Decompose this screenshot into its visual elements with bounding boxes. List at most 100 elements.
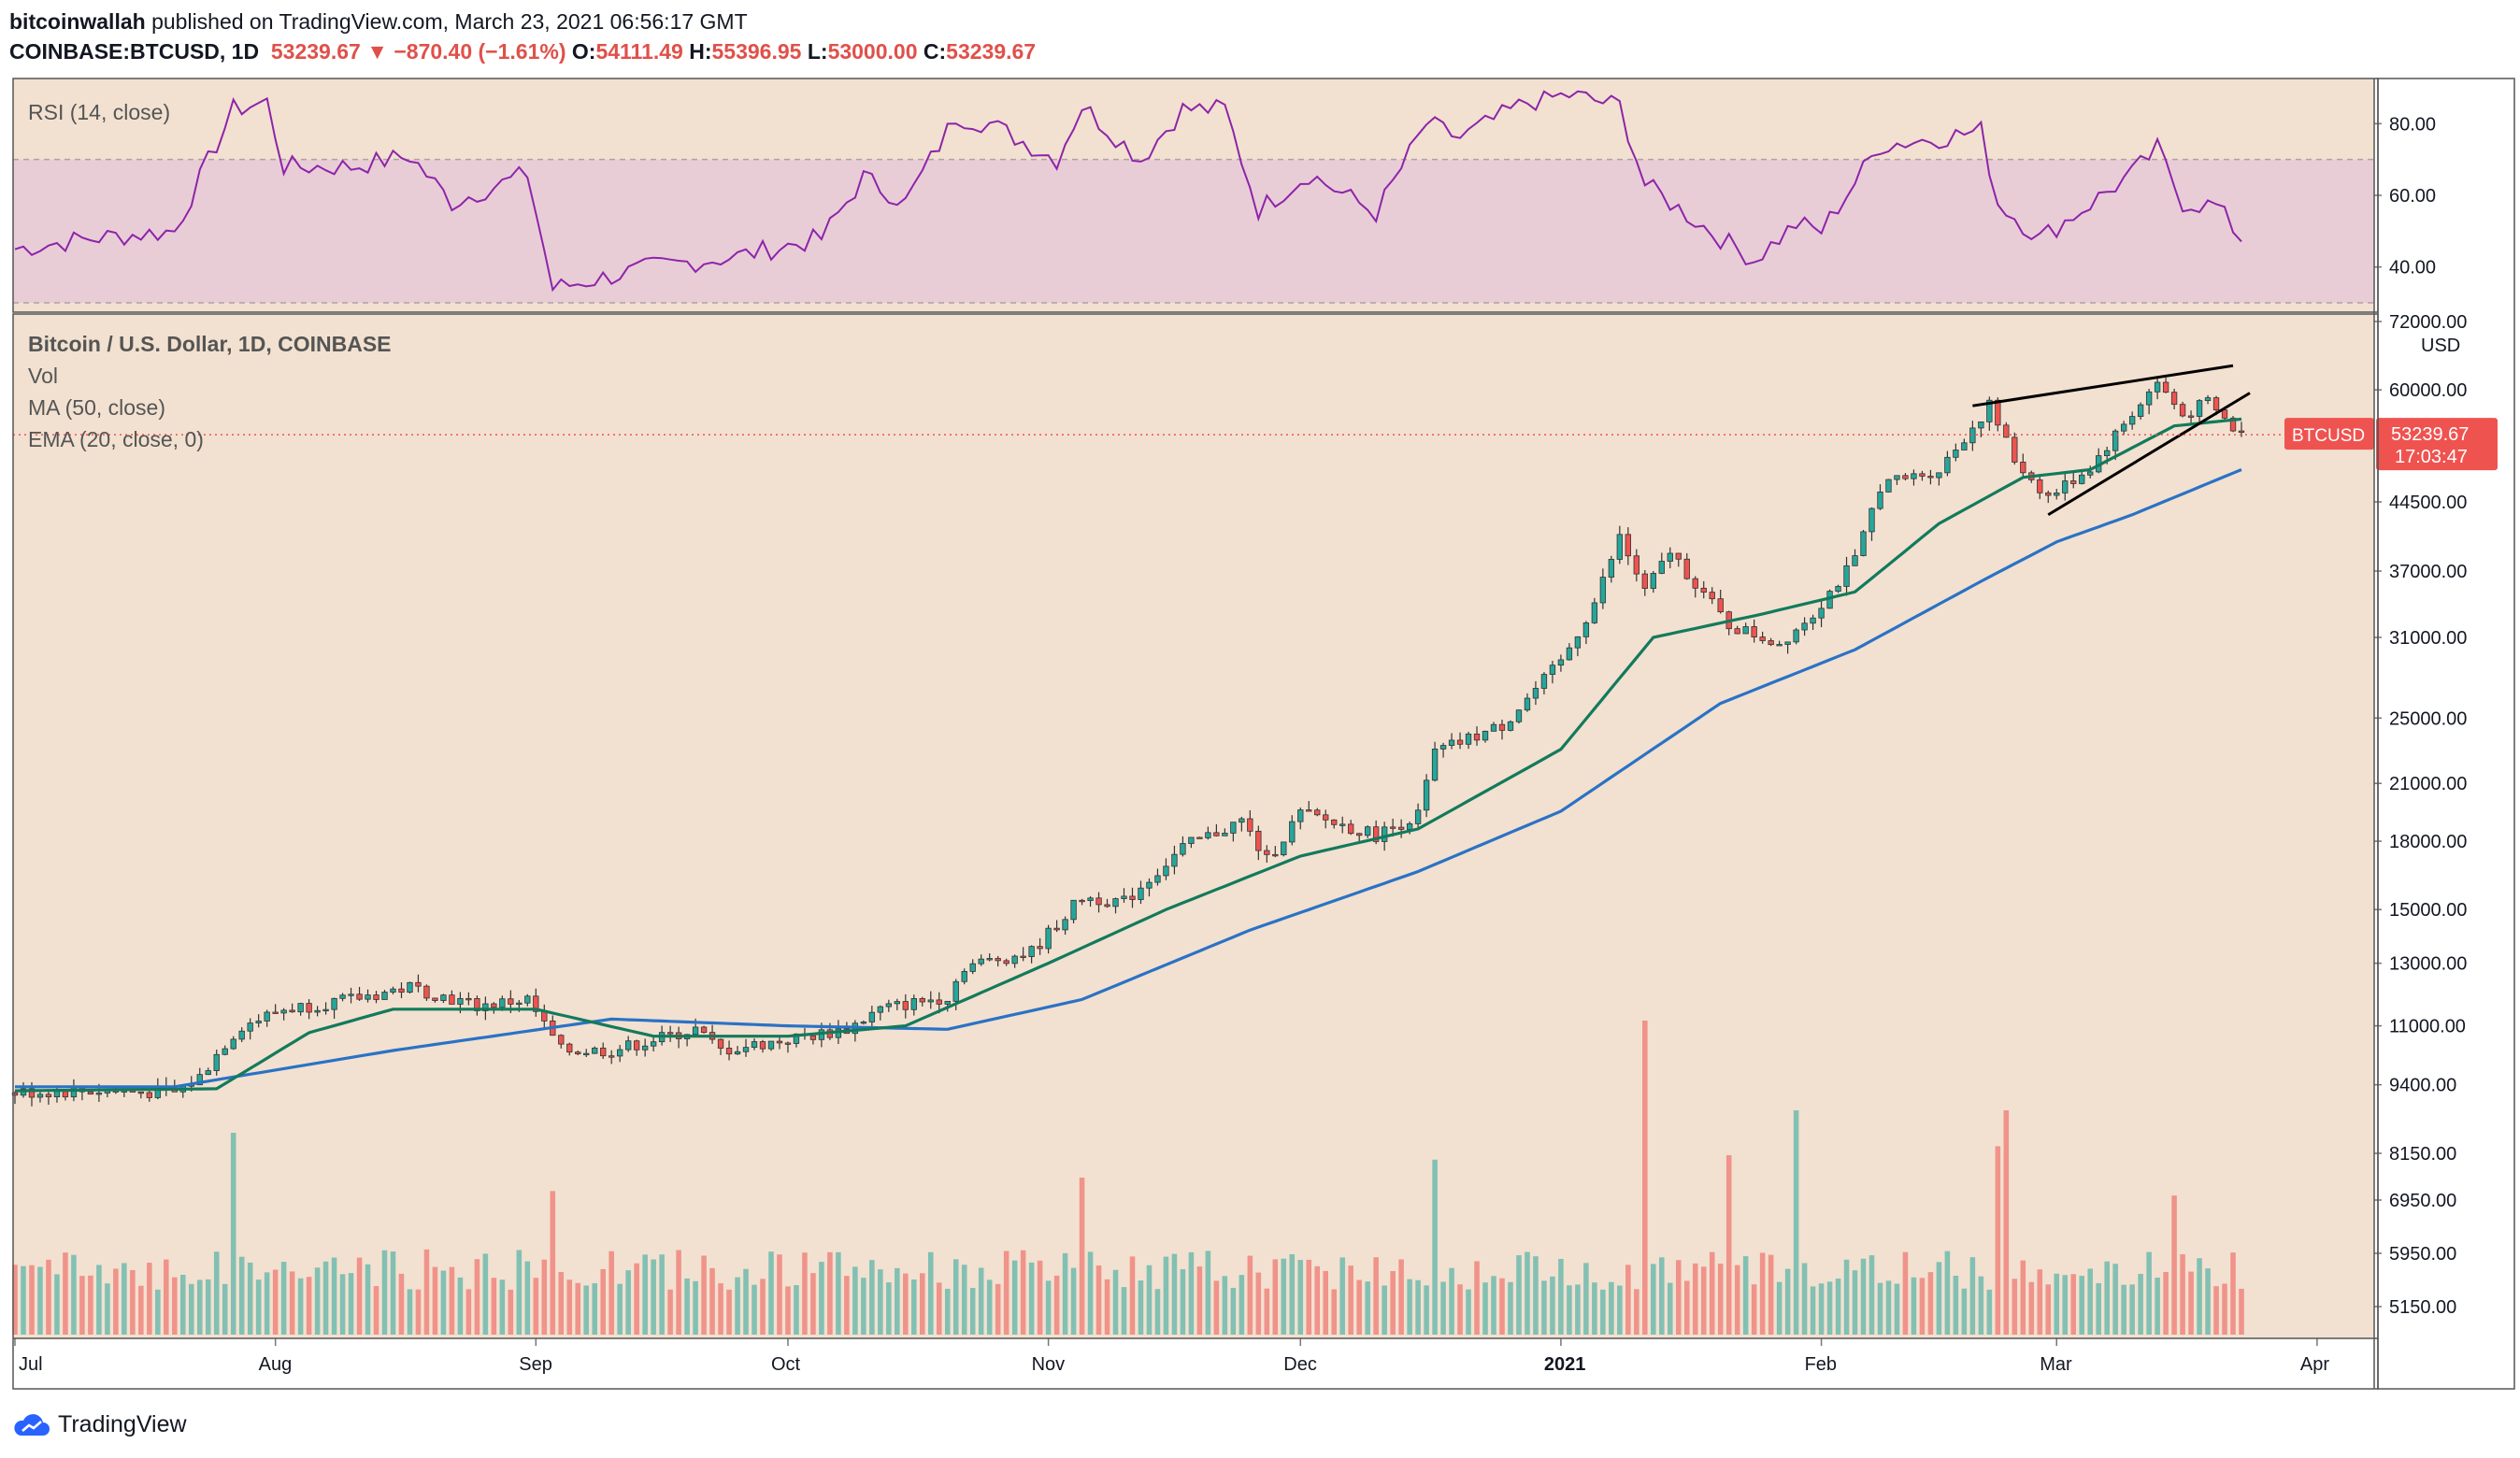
candle-body [2104, 450, 2111, 456]
volume-bar [726, 1289, 732, 1335]
volume-bar [1683, 1280, 1690, 1335]
candle-body [1532, 688, 1539, 699]
price-tick-label: 21000.00 [2389, 774, 2467, 794]
candle-body [457, 997, 464, 1005]
candle-body [1986, 399, 1993, 422]
volume-bar [272, 1269, 279, 1335]
volume-bar [1104, 1279, 1110, 1335]
candle-body [1011, 955, 1018, 965]
volume-bar [1348, 1265, 1353, 1335]
candle-body [1213, 832, 1220, 836]
lower-trendline[interactable] [2047, 392, 2251, 517]
volume-bar [255, 1279, 262, 1335]
volume-bar [2146, 1251, 2152, 1335]
volume-bar [1801, 1263, 1808, 1335]
candle-body [592, 1047, 598, 1054]
candle-body [1314, 809, 1321, 816]
volume-bar [1255, 1272, 1262, 1335]
volume-bar [113, 1268, 119, 1335]
candle-body [1306, 809, 1312, 812]
volume-bar [331, 1257, 337, 1335]
volume-bar [1491, 1276, 1496, 1335]
candle-body [877, 1006, 884, 1013]
candle-body [1658, 561, 1665, 574]
tradingview-logo[interactable]: TradingView [13, 1411, 187, 1438]
volume-bar [533, 1278, 539, 1335]
volume-bar [1583, 1263, 1589, 1335]
volume-bar [1625, 1265, 1631, 1335]
rsi-tick-label: 40.00 [2389, 258, 2436, 279]
volume-bar [2163, 1271, 2169, 1335]
candle-body [952, 980, 959, 1002]
volume-bar [903, 1273, 909, 1335]
price-pane-background[interactable] [13, 314, 2374, 1338]
candle-body [53, 1091, 61, 1098]
candle-body [583, 1052, 590, 1056]
candle-body [1138, 887, 1144, 900]
volume-bar [659, 1254, 665, 1335]
price-tick-label: 25000.00 [2389, 708, 2467, 729]
volume-bar [1667, 1282, 1673, 1335]
badge-price-background [2376, 418, 2498, 471]
candle-body [415, 981, 422, 987]
volume-bar [297, 1278, 304, 1335]
time-axis[interactable]: Jul Aug Sep Oct Nov Dec 2021 Feb Mar Apr [14, 1338, 2329, 1375]
candle-body [1524, 697, 1531, 711]
volume-bar [2129, 1284, 2135, 1335]
volume-bar [2197, 1258, 2202, 1335]
volume-bar [810, 1273, 816, 1335]
candle-body [776, 1040, 783, 1044]
volume-bar [1011, 1260, 1018, 1335]
author-name[interactable]: bitcoinwallah [9, 9, 146, 34]
candle-body [1062, 919, 1068, 931]
volume-bar [2222, 1283, 2227, 1335]
volume-bar [777, 1254, 782, 1335]
time-tick-label: 2021 [1544, 1354, 1586, 1375]
volume-bar [381, 1250, 388, 1335]
candle-body [373, 994, 379, 1000]
candle-body [1171, 853, 1178, 867]
volume-bar [2062, 1275, 2069, 1335]
volume-bar [1466, 1289, 1471, 1335]
volume-bar [1885, 1280, 1892, 1335]
volume-bar [1894, 1283, 1900, 1335]
volume-bar [457, 1277, 464, 1335]
volume-bar [1810, 1286, 1816, 1335]
volume-bar [1424, 1285, 1429, 1335]
candle-body [331, 997, 337, 1010]
volume-bar [1852, 1270, 1858, 1335]
candle-body [600, 1047, 607, 1057]
candle-body [36, 1094, 44, 1098]
volume-bar [1516, 1255, 1522, 1335]
time-tick-label: Jul [19, 1354, 43, 1375]
volume-bar [1264, 1288, 1270, 1335]
candle-body [759, 1041, 766, 1050]
volume-bar [1112, 1269, 1119, 1335]
candle-body [1944, 456, 1951, 474]
upper-trendline[interactable] [1972, 364, 2234, 407]
rsi-axis[interactable]: 80.00 60.00 40.00 [2374, 114, 2436, 279]
symbol-label[interactable]: COINBASE:BTCUSD, 1D [9, 39, 260, 64]
candle-body [1995, 399, 2001, 426]
price-axis[interactable]: 72000.00 60000.00 44500.00 37000.00 31000.00… [2374, 312, 2467, 1318]
volume-bar [46, 1259, 51, 1335]
candle-body [734, 1051, 741, 1055]
volume-bar [1911, 1277, 1917, 1335]
volume-bar [1154, 1289, 1161, 1335]
volume-bar [1692, 1263, 1698, 1335]
volume-bar [1062, 1252, 1068, 1335]
candle-body [1549, 665, 1556, 675]
volume-bar [718, 1283, 723, 1335]
chart-header-publisher: bitcoinwallah published on TradingView.c… [9, 9, 748, 35]
candle-body [767, 1040, 775, 1050]
volume-bar [1440, 1281, 1446, 1335]
volume-bar [1617, 1285, 1623, 1335]
candle-body [1978, 421, 1984, 429]
volume-bar [944, 1288, 951, 1335]
candle-body [784, 1042, 792, 1045]
price-tick-label: 11000.00 [2389, 1017, 2466, 1037]
candle-body [1239, 818, 1245, 823]
candle-body [474, 998, 480, 1011]
candle-body [491, 1003, 497, 1008]
